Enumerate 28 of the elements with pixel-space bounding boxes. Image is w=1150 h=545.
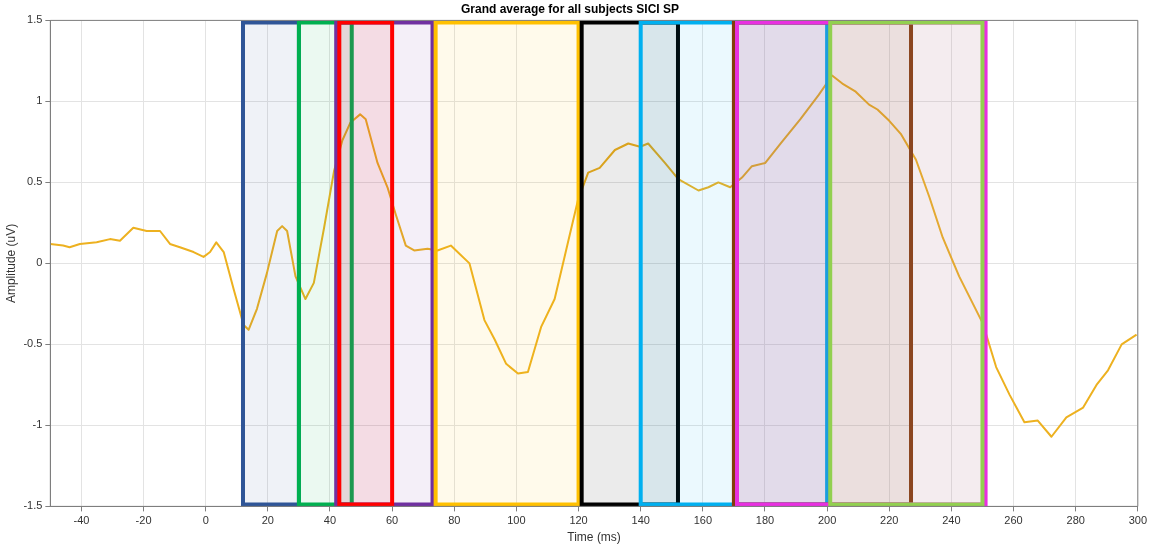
x-tick-label: 120 [569, 514, 588, 527]
x-tick-label: 20 [261, 514, 274, 527]
x-tick-label: 280 [1066, 514, 1085, 527]
chart-title: Grand average for all subjects SICI SP [460, 1, 680, 16]
x-tick-label: 180 [755, 514, 775, 527]
y-tick-label: 0 [36, 256, 43, 269]
x-tick-label: -40 [73, 514, 90, 527]
x-tick-label: 60 [386, 514, 399, 527]
x-axis-title: Time (ms) [567, 530, 621, 545]
x-tick-label: 200 [817, 514, 837, 527]
y-tick-label: 0.5 [27, 175, 43, 188]
x-tick-label: 260 [1004, 514, 1023, 527]
x-tick-label: 300 [1128, 514, 1147, 527]
y-tick-label: -1 [32, 418, 43, 431]
x-tick-label: 220 [880, 514, 899, 527]
y-tick-label: 1.5 [27, 13, 43, 26]
y-tick-label: -0.5 [23, 337, 43, 350]
x-tick-label: -20 [135, 514, 152, 527]
x-tick-label: 160 [693, 514, 713, 527]
x-tick-label: 40 [323, 514, 337, 527]
x-tick-label: 80 [448, 514, 461, 527]
x-tick-label: 100 [507, 514, 526, 527]
y-axis-title: Amplitude (uV) [3, 223, 18, 304]
y-tick-label: -1.5 [23, 499, 43, 512]
x-tick-label: 140 [631, 514, 650, 527]
y-tick-label: 1 [36, 94, 43, 107]
x-tick-label: 0 [202, 514, 209, 527]
x-tick-label: 240 [942, 514, 961, 527]
